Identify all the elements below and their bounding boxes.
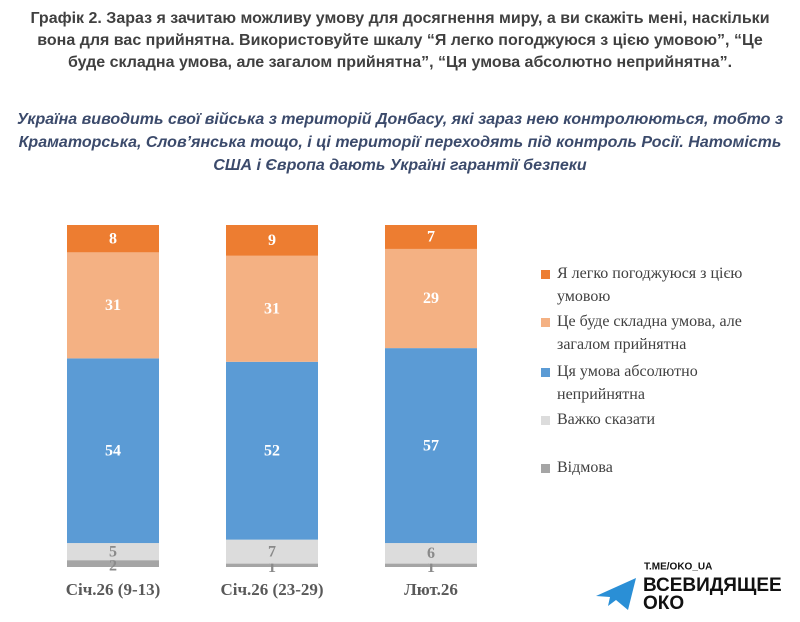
value-label: 2 (109, 557, 117, 574)
bar-segment (385, 248, 477, 349)
x-tick-label: Січ.26 (9-13) (66, 580, 161, 599)
value-label: 8 (109, 230, 117, 247)
bar-segment (226, 255, 318, 362)
bar-segment (226, 361, 318, 540)
legend-swatch (541, 270, 550, 279)
value-label: 7 (268, 543, 276, 560)
legend-swatch (541, 368, 550, 377)
x-tick-label: Лют.26 (404, 580, 458, 599)
chart-title: Графік 2. Зараз я зачитаю можливу умову … (30, 10, 770, 71)
value-label: 31 (105, 297, 121, 314)
value-label: 5 (109, 543, 117, 560)
bar-segment (67, 543, 159, 561)
chart-subtitle: Україна виводить свої війська з територі… (16, 111, 784, 174)
bar-segment (67, 358, 159, 544)
bar-segment (226, 539, 318, 564)
value-label: 29 (423, 290, 439, 307)
legend-swatch (541, 464, 550, 473)
value-label: 1 (268, 559, 276, 576)
legend-swatch (541, 318, 550, 327)
legend-label: Я легко погоджуюся з цією умовою (557, 265, 743, 305)
x-tick-label: Січ.26 (23-29) (220, 580, 323, 599)
value-label: 9 (268, 232, 276, 249)
bar-segment (226, 225, 318, 256)
legend-label: Важко сказати (557, 411, 656, 428)
legend-label: Ця умова абсолютно неприйнятна (557, 363, 698, 403)
value-label: 54 (105, 442, 121, 459)
bar-segment (385, 225, 477, 249)
bar-segment (385, 348, 477, 544)
bar-segment (67, 225, 159, 253)
bar-segment (67, 252, 159, 359)
bar-segment (67, 560, 159, 567)
telegram-icon (596, 578, 636, 610)
value-label: 7 (427, 229, 435, 246)
value-label: 6 (427, 545, 435, 562)
value-label: 57 (423, 437, 439, 454)
value-label: 1 (427, 559, 435, 576)
legend-swatch (541, 416, 550, 425)
bar-segment (385, 543, 477, 564)
watermark-url: T.ME/OKO_UA (644, 562, 712, 573)
watermark-brand: ОКО (643, 593, 684, 614)
value-label: 31 (264, 300, 280, 317)
value-label: 52 (264, 442, 280, 459)
legend-label: Це буде складна умова, але загалом прийн… (557, 313, 742, 353)
bar-segment (385, 563, 477, 567)
legend-label: Відмова (557, 459, 613, 476)
bar-segment (226, 563, 318, 567)
watermark-brand: ВСЕВИДЯЩЕЕ (643, 575, 782, 596)
